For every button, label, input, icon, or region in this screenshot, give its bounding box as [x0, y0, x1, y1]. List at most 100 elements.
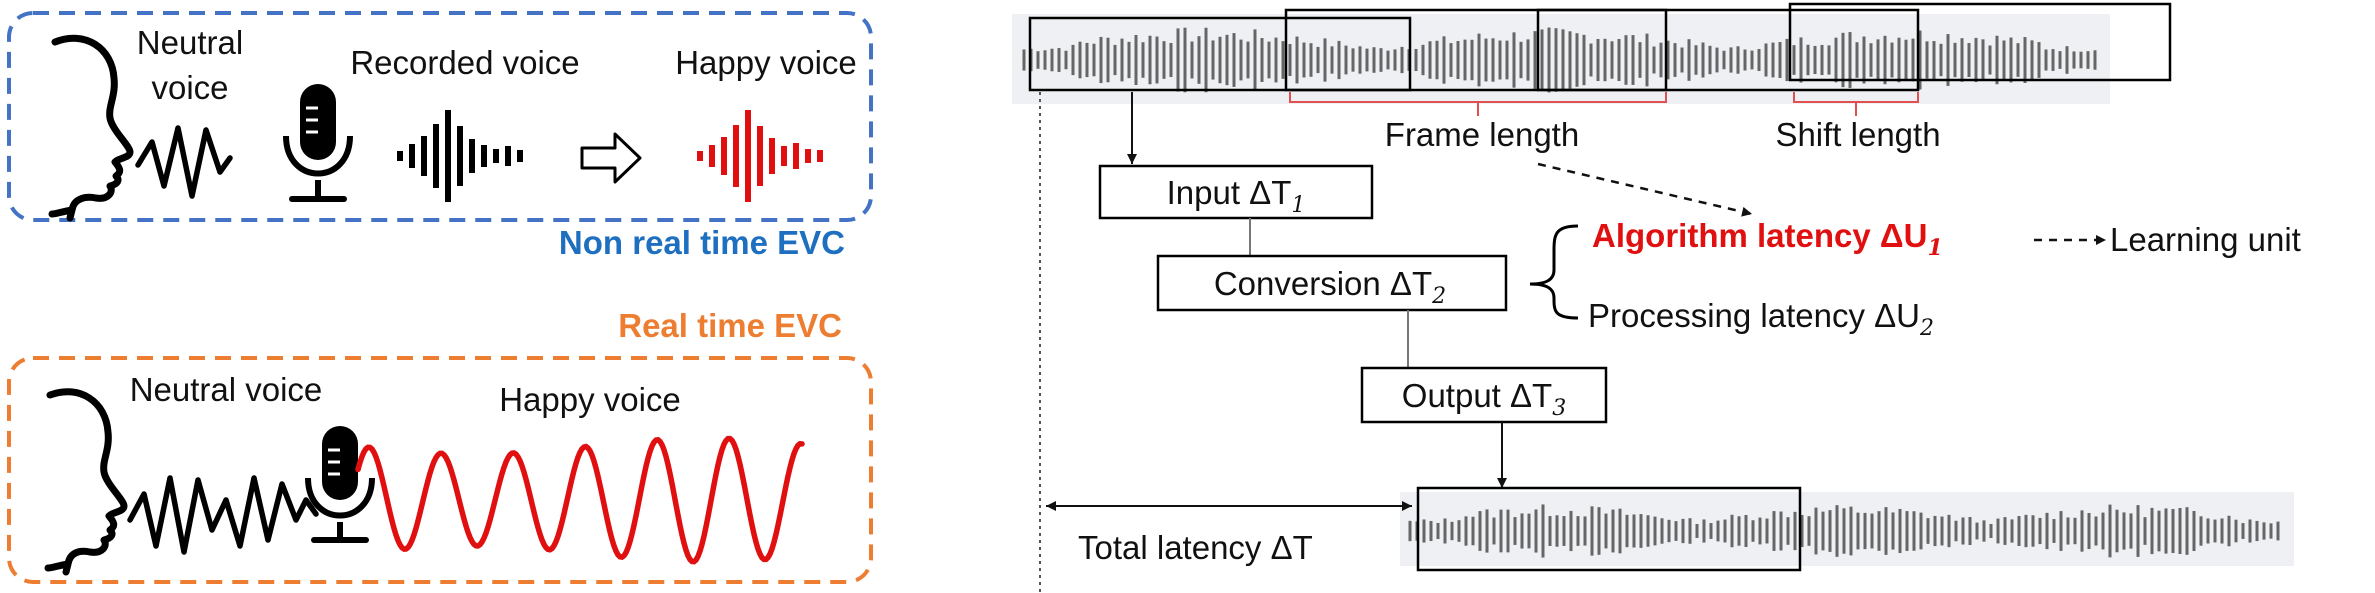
neutral-wave-icon [135, 125, 233, 199]
waveform-bar [2038, 517, 2042, 545]
waveform-bar [2073, 517, 2077, 545]
realtime-head-profile-icon [44, 388, 128, 576]
waveform-bar [1316, 46, 1320, 74]
waveform-bar [1456, 41, 1460, 79]
waveform-bar [2003, 517, 2007, 545]
waveform-bar [1302, 42, 1306, 78]
waveform-bar [1429, 520, 1433, 542]
recorded-wave-bar [493, 149, 499, 163]
recorded-voice-label: Recorded voice [350, 44, 579, 81]
waveform-bar [2262, 522, 2266, 540]
waveform-bar [1932, 41, 1936, 79]
waveform-bar [1351, 48, 1355, 72]
waveform-bar [1197, 36, 1201, 84]
waveform-bar [1715, 47, 1719, 73]
waveform-bar [2059, 511, 2063, 551]
waveform-bar [2093, 50, 2097, 70]
bottom-waveform [1408, 504, 2280, 558]
waveform-bar [1071, 44, 1075, 76]
waveform-bar [1926, 518, 1930, 544]
waveform-bar [1393, 49, 1397, 71]
happy-wave-bar [757, 126, 763, 186]
waveform-bar [1694, 45, 1698, 75]
realtime-neutral-wave-icon [127, 475, 319, 555]
waveform-bar [1464, 516, 1468, 546]
recorded-wave-bar [421, 136, 427, 176]
waveform-bar [1534, 509, 1538, 553]
waveform-bar [1589, 43, 1593, 77]
waveform-bar [1995, 35, 1999, 85]
waveform-bar [1982, 520, 1986, 542]
waveform-bar [1610, 41, 1614, 79]
waveform-bar [2122, 512, 2126, 550]
frame-box-4 [1788, 2, 2172, 82]
waveform-bar [1141, 42, 1145, 78]
waveform-bar [2206, 518, 2210, 544]
waveform-bar [2044, 49, 2048, 71]
non-realtime-panel: Neutral voice Recorded voice Happy voice… [7, 11, 873, 261]
waveform-bar [1954, 520, 1958, 542]
latency-curly-brace [1529, 224, 1579, 320]
waveform-bar [1716, 520, 1720, 542]
waveform-bar [2010, 519, 2014, 543]
waveform-bar [2051, 49, 2055, 71]
realtime-happy-voice-label: Happy voice [499, 381, 681, 418]
waveform-bar [2009, 37, 2013, 83]
waveform-bar [1876, 39, 1880, 81]
waveform-bar [1828, 510, 1832, 552]
top-waveform [1022, 27, 2097, 93]
waveform-bar [1064, 50, 1068, 70]
neutral-voice-label-line1: Neutral [137, 24, 243, 61]
waveform-bar [1099, 36, 1103, 84]
waveform-bar [1540, 29, 1544, 91]
waveform-bar [1036, 51, 1040, 69]
waveform-bar [1904, 39, 1908, 81]
waveform-bar [1911, 38, 1915, 82]
waveform-bar [1470, 39, 1474, 81]
frame-box-1 [1028, 16, 1412, 92]
waveform-bar [1848, 32, 1852, 88]
waveform-bar [2171, 508, 2175, 554]
waveform-bar [1505, 40, 1509, 80]
output-label: Output ΔT3 [1402, 377, 1566, 421]
waveform-bar [1975, 522, 1979, 540]
waveform-bar [2115, 509, 2119, 553]
waveform-bar [1863, 512, 1867, 550]
waveform-bar [1736, 46, 1740, 74]
waveform-bar [2030, 40, 2034, 80]
waveform-bar [1611, 509, 1615, 553]
waveform-bar [1905, 511, 1909, 551]
waveform-bar [2101, 512, 2105, 550]
recorded-wave-bar [409, 144, 415, 168]
waveform-bar [1576, 516, 1580, 546]
waveform-bar [1239, 39, 1243, 81]
waveform-bar [1751, 520, 1755, 542]
waveform-bar [1624, 35, 1628, 85]
waveform-bar [1841, 32, 1845, 88]
algorithm-latency-label: Algorithm latency ΔU1 [1592, 217, 1943, 261]
pipeline-panel: Frame length Shift length Input ΔT1 Conv… [1012, 2, 2301, 593]
waveform-bar [2094, 516, 2098, 546]
waveform-bar [1246, 41, 1250, 79]
waveform-bar [2072, 51, 2076, 69]
waveform-bar [1737, 516, 1741, 546]
output-frame-box [1416, 486, 1802, 572]
waveform-bar [1968, 517, 1972, 545]
waveform-bar [1400, 46, 1404, 74]
waveform-bar [1946, 34, 1950, 86]
happy-voice-waveform-icon [697, 110, 823, 202]
waveform-bar [1870, 513, 1874, 549]
waveform-bar [2150, 507, 2154, 555]
waveform-bar [1793, 511, 1797, 551]
waveform-bar [1723, 519, 1727, 543]
waveform-bar [1204, 27, 1208, 93]
happy-wave-bar [745, 110, 751, 202]
waveform-bar [1596, 39, 1600, 81]
waveform-bar [1849, 506, 1853, 556]
realtime-panel: Real time EVC Neutral voice Happy voice [7, 307, 873, 584]
output-box [1360, 366, 1608, 424]
waveform-bar [1807, 516, 1811, 546]
waveform-bar [1225, 34, 1229, 86]
realtime-caption: Real time EVC [618, 307, 842, 344]
waveform-bar [1877, 511, 1881, 551]
